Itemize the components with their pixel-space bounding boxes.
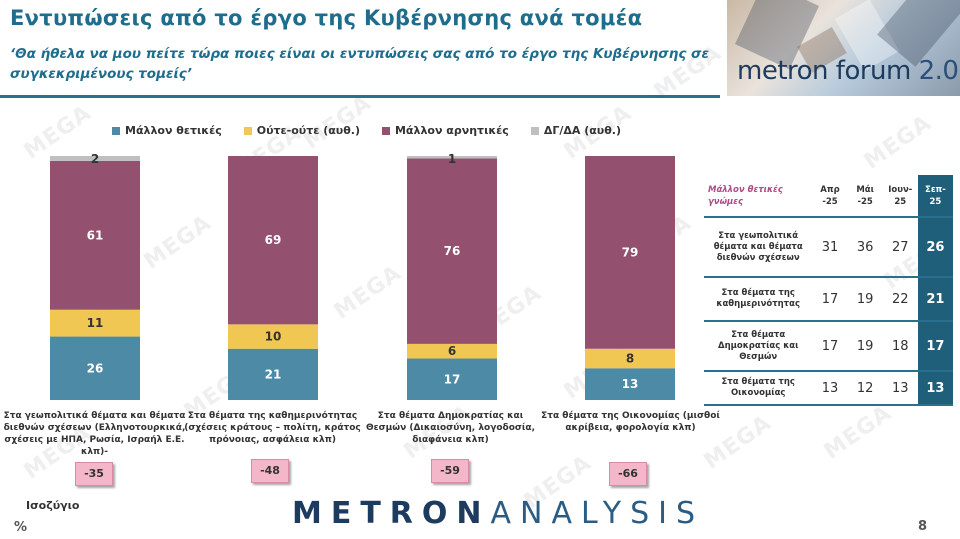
logo-text: metron forum 2.0 — [737, 56, 959, 86]
data-label-negative: 79 — [622, 245, 639, 259]
table-row: Στα θέματα της Οικονομίας 13 12 13 13 — [704, 371, 953, 405]
table-header-row: Μάλλον θετικές γνώμες Απρ -25 Μάι -25 Ιο… — [704, 175, 953, 217]
table-row: Στα θέματα Δημοκρατίας και Θεσμών 17 19 … — [704, 321, 953, 371]
table-col-may: Μάι -25 — [856, 184, 874, 207]
page-number: 8 — [918, 519, 928, 534]
table-cell: 13 — [892, 380, 909, 396]
legend-item-positive: Μάλλον θετικές — [112, 124, 222, 137]
table-col-apr: Απρ -25 — [820, 184, 840, 207]
table-cell-latest: 26 — [917, 217, 953, 277]
data-label-positive: 21 — [265, 367, 282, 381]
table-cell: 27 — [892, 239, 909, 255]
balance-democracy: -59 — [431, 459, 469, 483]
legend-swatch-neutral — [243, 126, 252, 135]
data-label-negative: 61 — [87, 228, 104, 242]
table-cell: 12 — [856, 380, 874, 396]
page-subtitle: ‘Θα ήθελα να μου πείτε τώρα ποιες είναι … — [10, 46, 710, 82]
table-cell: 17 — [821, 338, 839, 354]
bar-segment-dk — [407, 156, 497, 159]
bar-segment-neutral — [407, 343, 497, 359]
bar-segment-negative — [585, 156, 675, 349]
positive-opinions-table: Μάλλον θετικές γνώμες Απρ -25 Μάι -25 Ιο… — [704, 175, 953, 406]
bar-segment-positive — [585, 368, 675, 400]
table-row-label: Στα θέματα της καθημερινότητας — [716, 288, 800, 309]
legend-swatch-negative — [381, 126, 390, 135]
legend-swatch-dk — [530, 126, 539, 135]
data-label-positive: 13 — [622, 377, 639, 391]
metron-analysis-logo: METRONANALYSIS — [292, 496, 705, 531]
table-cell: 36 — [856, 239, 874, 255]
legend-item-negative: Μάλλον αρνητικές — [381, 124, 509, 137]
table-cell-latest: 13 — [917, 371, 953, 405]
legend-label-neutral: Ούτε-ούτε (αυθ.) — [256, 124, 360, 137]
bar-segment-neutral — [228, 324, 318, 349]
table-row-label: Στα θέματα Δημοκρατίας και Θεσμών — [717, 329, 799, 362]
table-cell: 19 — [856, 338, 874, 354]
legend-item-neutral: Ούτε-ούτε (αυθ.) — [243, 124, 360, 137]
category-label-daily-life: Στα θέματα της καθημερινότητας (σχέσεις … — [184, 411, 361, 445]
data-label-neutral: 11 — [87, 316, 104, 330]
bar-segment-positive — [50, 336, 140, 400]
bar-segment-negative — [228, 156, 318, 325]
data-label-dk: 1 — [448, 152, 456, 166]
table-row: Στα γεωπολιτικά θέματα και θέματα διεθνώ… — [704, 217, 953, 277]
bar-segment-negative — [50, 160, 140, 310]
table-col-jun: Ιουν- 25 — [888, 184, 913, 207]
percent-unit-label: % — [14, 520, 28, 535]
table-cell: 22 — [892, 291, 909, 307]
data-label-negative: 69 — [265, 233, 282, 247]
title-divider — [0, 95, 720, 98]
category-label-democracy: Στα θέματα Δημοκρατίας και Θεσμών (Δικαι… — [365, 411, 536, 445]
bar-segment-positive — [407, 358, 497, 400]
table-row-label: Στα γεωπολιτικά θέματα και θέματα διεθνώ… — [713, 230, 803, 263]
legend-label-positive: Μάλλον θετικές — [125, 124, 222, 137]
table-row-label: Στα θέματα της Οικονομίας — [721, 377, 795, 398]
category-label-geopolitics: Στα γεωπολιτικά θέματα και θέματα διεθνώ… — [3, 411, 186, 457]
table-cell: 13 — [821, 380, 839, 396]
data-label-dk: 2 — [91, 152, 99, 166]
data-label-positive: 17 — [444, 372, 461, 386]
balance-geopolitics: -35 — [75, 462, 113, 486]
table-cell: 19 — [856, 291, 874, 307]
bar-segment-negative — [407, 158, 497, 344]
data-label-positive: 26 — [87, 361, 104, 375]
table-cell: 18 — [892, 338, 909, 354]
balance-economy: -66 — [609, 462, 647, 486]
chart-legend: Μάλλον θετικές Ούτε-ούτε (αυθ.) Μάλλον α… — [112, 124, 621, 137]
legend-label-dk: ΔΓ/ΔΑ (αυθ.) — [543, 124, 621, 137]
table-title: Μάλλον θετικές γνώμες — [708, 184, 783, 207]
data-label-neutral: 8 — [626, 352, 634, 366]
legend-item-dk: ΔΓ/ΔΑ (αυθ.) — [530, 124, 621, 137]
table-cell-latest: 21 — [917, 277, 953, 321]
bar-segment-neutral — [585, 348, 675, 369]
balance-label: Ισοζύγιο — [26, 499, 80, 512]
page-title: Εντυπώσεις από το έργο της Κυβέρνησης αν… — [10, 6, 643, 30]
table-cell: 31 — [821, 239, 839, 255]
table-cell-latest: 17 — [917, 321, 953, 371]
balance-daily-life: -48 — [251, 459, 289, 483]
category-label-economy: Στα θέματα της Οικονομίας (μισθοί ακρίβε… — [541, 411, 720, 433]
data-label-neutral: 10 — [265, 330, 282, 344]
table-row: Στα θέματα της καθημερινότητας 17 19 22 … — [704, 277, 953, 321]
bar-segment-positive — [228, 348, 318, 400]
table-col-sep: Σεπ- 25 — [917, 175, 953, 217]
legend-swatch-positive — [112, 126, 120, 135]
legend-label-negative: Μάλλον αρνητικές — [394, 124, 509, 137]
bar-segment-neutral — [50, 309, 140, 337]
metron-forum-logo: metron forum 2.0 — [727, 0, 960, 96]
bar-segment-dk — [50, 156, 140, 161]
data-label-negative: 76 — [444, 244, 461, 258]
data-label-neutral: 6 — [448, 344, 456, 358]
table-cell: 17 — [821, 291, 839, 307]
